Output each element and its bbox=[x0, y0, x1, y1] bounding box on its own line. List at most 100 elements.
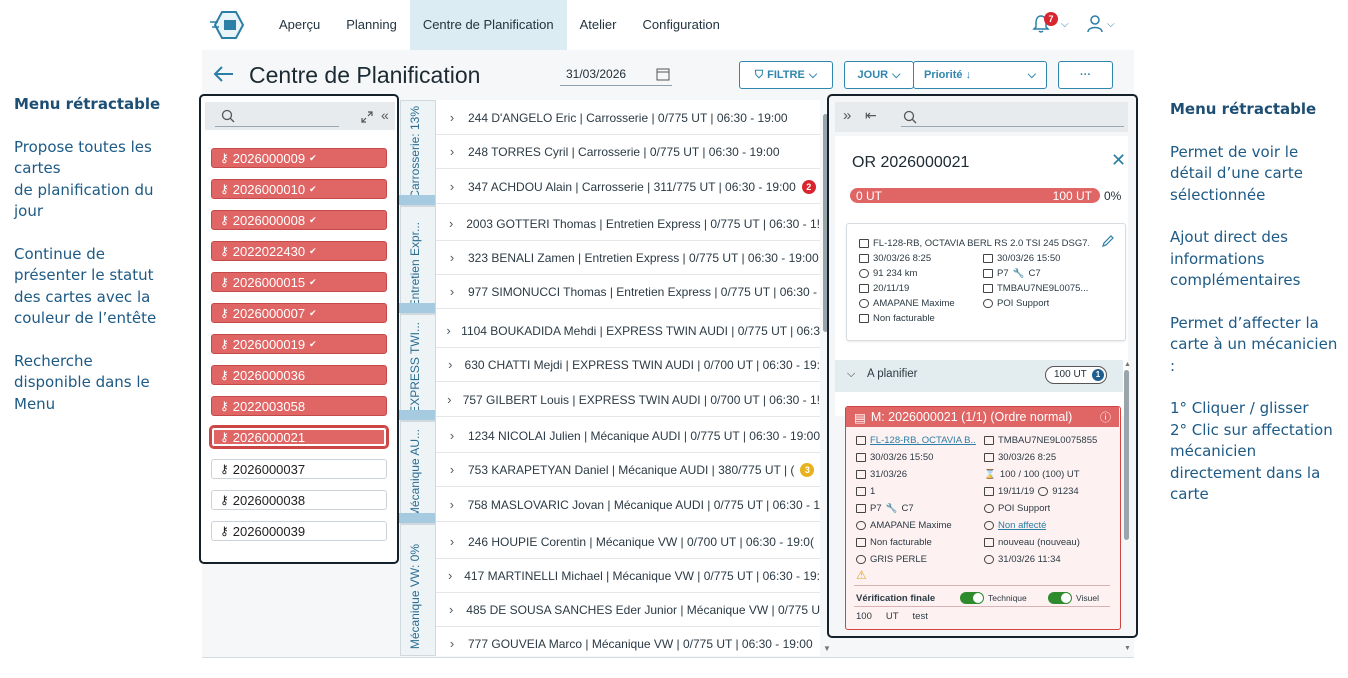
assign-mechanic-link[interactable]: Non affecté bbox=[984, 520, 1046, 531]
chevron-right-icon[interactable]: › bbox=[449, 636, 455, 651]
group-label[interactable]: EXPRESS TWI... bbox=[399, 314, 436, 421]
chevron-right-icon[interactable]: › bbox=[449, 428, 455, 443]
scrollbar[interactable] bbox=[823, 114, 828, 332]
planning-card[interactable]: ⚷ 2026000038 bbox=[211, 490, 387, 510]
back-arrow-icon[interactable] bbox=[212, 62, 236, 86]
planning-card[interactable]: ⚷ 2026000009 ✔ bbox=[211, 148, 387, 168]
chevron-right-icon[interactable]: › bbox=[449, 284, 455, 299]
detail-scrollbar[interactable] bbox=[1124, 370, 1129, 540]
filter-button[interactable]: ⛉ FILTRE ⌵ bbox=[739, 61, 833, 89]
user-icon[interactable] bbox=[1086, 14, 1104, 34]
scroll-down-icon[interactable]: ▼ bbox=[823, 644, 831, 653]
planning-card[interactable]: ⚷ 2026000039 bbox=[211, 521, 387, 541]
chevron-right-icon[interactable]: › bbox=[449, 144, 455, 159]
check-icon: ✔ bbox=[309, 276, 317, 287]
planning-card[interactable]: ⚷ 2026000007 ✔ bbox=[211, 303, 387, 323]
mechanic-row[interactable]: › 630 CHATTI Mejdi | EXPRESS TWIN AUDI | … bbox=[436, 348, 820, 382]
mechanic-row[interactable]: › 323 BENALI Zamen | Entretien Express | … bbox=[436, 241, 820, 275]
chevron-right-icon[interactable]: › bbox=[449, 250, 455, 265]
chevron-right-icon[interactable]: › bbox=[448, 357, 453, 372]
mechanic-row[interactable]: › 1234 NICOLAI Julien | Mécanique AUDI | … bbox=[436, 419, 820, 453]
group-label[interactable]: Entretien Expr... bbox=[399, 206, 436, 314]
chevron-right-icon[interactable]: › bbox=[449, 497, 454, 512]
planning-card[interactable]: ⚷ 2022003058 bbox=[211, 396, 387, 416]
tab-configuration[interactable]: Configuration bbox=[642, 17, 720, 32]
visuel-toggle[interactable] bbox=[1048, 592, 1072, 604]
vehicle-link[interactable]: FL-128-RB, OCTAVIA B... bbox=[856, 435, 976, 446]
tab-atelier[interactable]: Atelier bbox=[579, 17, 617, 32]
planning-card[interactable]: ⚷ 2022022430 ✔ bbox=[211, 241, 387, 261]
vehicle-link-text[interactable]: FL-128-RB, OCTAVIA B... bbox=[870, 435, 976, 446]
sort-select[interactable]: Priorité ↓ ⌵ bbox=[913, 61, 1047, 89]
technique-toggle[interactable] bbox=[960, 592, 984, 604]
mechanic-row[interactable]: › 777 GOUVEIA Marco | Mécanique VW | 0/77… bbox=[436, 627, 820, 656]
close-icon[interactable]: ✕ bbox=[1111, 150, 1127, 170]
planning-card[interactable]: ⚷ 2026000036 bbox=[211, 365, 387, 385]
collapse-left-icon[interactable]: « bbox=[381, 107, 389, 123]
chevron-right-icon[interactable]: › bbox=[447, 392, 452, 407]
card-count-badge: 3 bbox=[800, 462, 815, 477]
planning-card-label: 2026000039 bbox=[232, 523, 306, 539]
scroll-down-icon[interactable]: ▼ bbox=[1124, 645, 1131, 652]
mechanic-row[interactable]: › 758 MASLOVARIC Jovan | Mécanique AUDI |… bbox=[436, 488, 820, 522]
right-detail-panel: » ⇤ OR 2026000021 ✕ 0 UT 100 UT 0% FL-12… bbox=[827, 94, 1138, 638]
mechanic-row[interactable]: › 347 ACHDOU Alain | Carrosserie | 311/77… bbox=[436, 170, 820, 204]
code-text: C7 bbox=[901, 503, 914, 514]
mechanic-row-text: 630 CHATTI Mejdi | EXPRESS TWIN AUDI | 0… bbox=[464, 357, 820, 372]
planning-card[interactable]: ⚷ 2026000037 bbox=[211, 459, 387, 479]
planning-card[interactable]: ⚷ 2026000019 ✔ bbox=[211, 334, 387, 354]
priority: P7 🔧 C7 bbox=[983, 268, 1041, 279]
mechanic-row[interactable]: › 1104 BOUKADIDA Mehdi | EXPRESS TWIN AUD… bbox=[436, 314, 820, 348]
view-select[interactable]: JOUR ⌵ bbox=[844, 61, 914, 89]
group-label-text: EXPRESS TWI... bbox=[408, 322, 422, 414]
planning-card[interactable]: ⚷ 2026000008 ✔ bbox=[211, 210, 387, 230]
more-options-button[interactable]: ··· bbox=[1058, 61, 1113, 89]
expand-icon[interactable] bbox=[361, 111, 373, 123]
scroll-up-icon[interactable]: ▲ bbox=[1124, 361, 1131, 368]
mechanic-order-card[interactable]: ▤ M: 2026000021 (1/1) (Ordre normal) ⓘ F… bbox=[845, 406, 1121, 630]
chevron-right-icon[interactable]: › bbox=[447, 568, 453, 583]
card-search-bar[interactable]: « bbox=[205, 102, 395, 130]
invoice-icon bbox=[859, 314, 869, 323]
planning-card[interactable]: ⚷ 2026000010 ✔ bbox=[211, 179, 387, 199]
vin-text: TMBAU7NE9L0075855 bbox=[998, 435, 1098, 446]
info-icon[interactable]: ⓘ bbox=[1100, 412, 1111, 424]
calendar-icon[interactable] bbox=[656, 67, 670, 81]
chevron-down-icon[interactable]: ⌵ bbox=[1107, 19, 1115, 30]
view-label: JOUR bbox=[857, 69, 889, 81]
mechanic-row[interactable]: › 244 D'ANGELO Eric | Carrosserie | 0/775… bbox=[436, 101, 820, 135]
chevron-right-icon[interactable]: › bbox=[448, 216, 454, 231]
chevron-right-icon[interactable]: › bbox=[449, 110, 455, 125]
chevron-down-icon[interactable]: ⌵ bbox=[1061, 19, 1069, 30]
edit-pencil-icon[interactable] bbox=[1101, 234, 1115, 248]
planning-card[interactable]: ⚷ 2026000015 ✔ bbox=[211, 272, 387, 292]
chevron-right-icon[interactable]: › bbox=[449, 462, 455, 477]
date-field[interactable]: 31/03/2026 bbox=[560, 64, 672, 86]
collapse-right-icon[interactable]: » bbox=[843, 107, 852, 124]
mechanic-row[interactable]: › 977 SIMONUCCI Thomas | Entretien Expres… bbox=[436, 275, 820, 309]
car-icon bbox=[856, 436, 866, 445]
a-planifier-section[interactable]: ⌵ A planifier 100 UT 1 bbox=[835, 360, 1123, 392]
chevron-right-icon[interactable]: › bbox=[446, 323, 451, 338]
tab-planning[interactable]: Planning bbox=[346, 17, 397, 32]
pin-left-icon[interactable]: ⇤ bbox=[865, 107, 877, 123]
mechanic-row[interactable]: › 485 DE SOUSA SANCHES Eder Junior | Méca… bbox=[436, 593, 820, 627]
tab-apercu[interactable]: Aperçu bbox=[279, 17, 321, 32]
assign-text[interactable]: Non affecté bbox=[998, 520, 1047, 531]
chevron-right-icon[interactable]: › bbox=[449, 179, 455, 194]
chevron-right-icon[interactable]: › bbox=[448, 602, 454, 617]
tab-centre-de-planification[interactable]: Centre de Planification bbox=[409, 0, 567, 50]
mechanic-row[interactable]: › 246 HOUPIE Corentin | Mécanique VW | 0/… bbox=[436, 525, 820, 559]
mechanic-row[interactable]: › 757 GILBERT Louis | EXPRESS TWIN AUDI |… bbox=[436, 383, 820, 417]
mechanic-row[interactable]: › 2003 GOTTERI Thomas | Entretien Express… bbox=[436, 207, 820, 241]
planning-card[interactable]: ⚷ 2026000021 bbox=[209, 425, 389, 449]
filter-icon: ⛉ bbox=[754, 68, 764, 81]
mechanic-row[interactable]: › 248 TORRES Cyril | Carrosserie | 0/775 … bbox=[436, 135, 820, 169]
chevron-right-icon[interactable]: › bbox=[449, 534, 455, 549]
search-icon[interactable] bbox=[903, 110, 917, 124]
group-label[interactable]: Mécanique VW: 0% bbox=[400, 524, 436, 656]
group-label[interactable]: Mécanique AU... bbox=[399, 421, 436, 524]
group-label[interactable]: Carrosserie: 13% bbox=[399, 100, 436, 206]
mechanic-row[interactable]: › 753 KARAPETYAN Daniel | Mécanique AUDI … bbox=[436, 453, 820, 487]
mechanic-row[interactable]: › 417 MARTINELLI Michael | Mécanique VW |… bbox=[436, 559, 820, 593]
